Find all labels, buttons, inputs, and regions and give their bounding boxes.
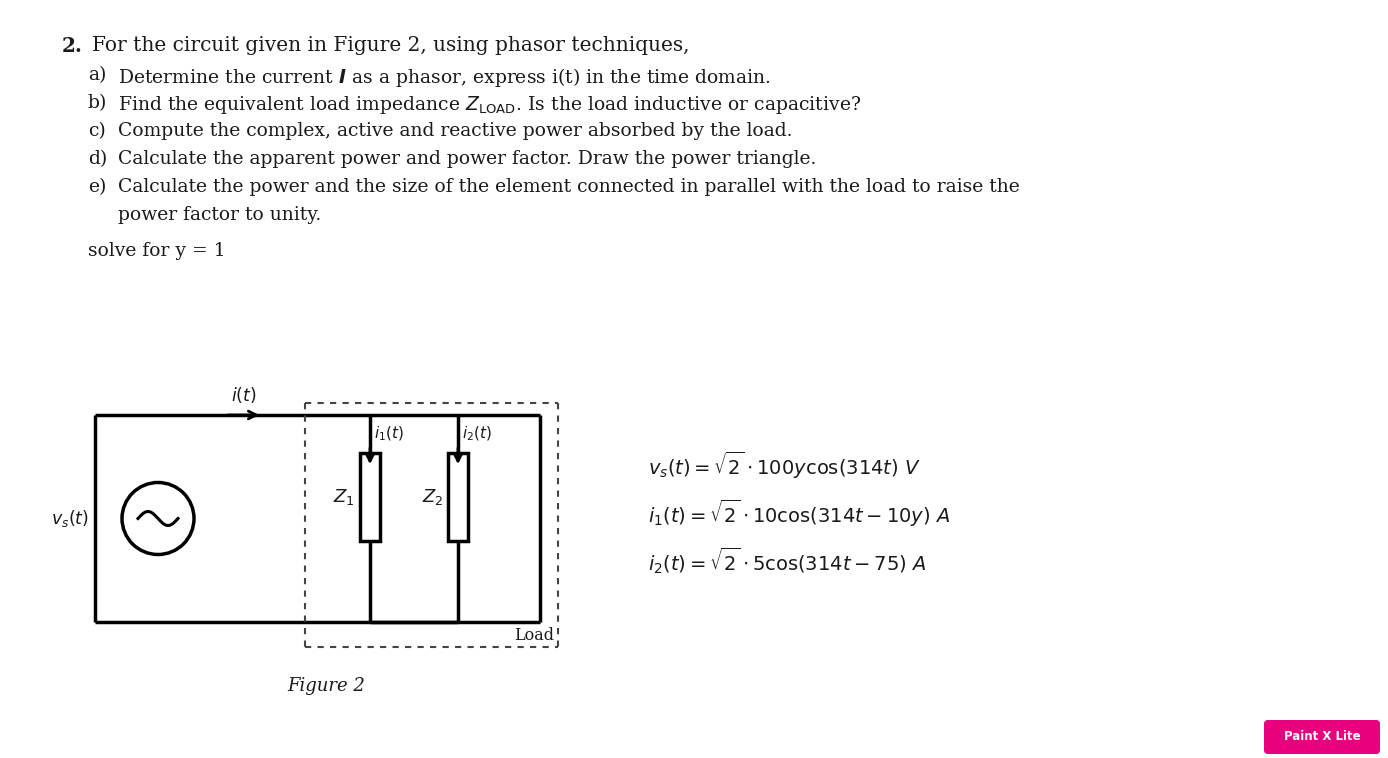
Text: For the circuit given in Figure 2, using phasor techniques,: For the circuit given in Figure 2, using… (92, 36, 690, 55)
Text: a): a) (87, 66, 107, 84)
Text: power factor to unity.: power factor to unity. (118, 206, 321, 224)
Text: c): c) (87, 122, 105, 140)
Text: Calculate the apparent power and power factor. Draw the power triangle.: Calculate the apparent power and power f… (118, 150, 816, 168)
Text: Paint X Lite: Paint X Lite (1284, 731, 1360, 744)
Text: Load: Load (514, 627, 554, 644)
Text: $i_2(t) = \sqrt{2}\cdot 5\cos(314t - 75)\ A$: $i_2(t) = \sqrt{2}\cdot 5\cos(314t - 75)… (648, 546, 926, 577)
Bar (448, 453, 468, 541)
Text: $i_1(t) = \sqrt{2}\cdot 10\cos(314t - 10y)\ A$: $i_1(t) = \sqrt{2}\cdot 10\cos(314t - 10… (648, 498, 951, 529)
FancyBboxPatch shape (1264, 720, 1380, 754)
Text: $Z_1$: $Z_1$ (333, 487, 355, 507)
Bar (359, 453, 380, 541)
Text: d): d) (87, 150, 107, 168)
Text: 2.: 2. (62, 36, 83, 56)
Text: $i_2(t)$: $i_2(t)$ (462, 424, 491, 443)
Text: $v_s(t) = \sqrt{2}\cdot 100y\cos(314t)\ V$: $v_s(t) = \sqrt{2}\cdot 100y\cos(314t)\ … (648, 450, 922, 481)
Text: Find the equivalent load impedance $Z_{\mathrm{LOAD}}$. Is the load inductive or: Find the equivalent load impedance $Z_{\… (118, 94, 862, 116)
Text: $Z_2$: $Z_2$ (422, 487, 443, 507)
Text: solve for y = 1: solve for y = 1 (87, 242, 226, 260)
Text: $i_1(t)$: $i_1(t)$ (373, 424, 404, 443)
Text: b): b) (87, 94, 107, 112)
Text: e): e) (87, 178, 107, 196)
Text: $v_s(t)$: $v_s(t)$ (51, 508, 89, 529)
Text: Figure 2: Figure 2 (287, 677, 365, 695)
Text: $i(t)$: $i(t)$ (230, 385, 257, 405)
Text: Determine the current $\boldsymbol{I}$ as a phasor, express i(t) in the time dom: Determine the current $\boldsymbol{I}$ a… (118, 66, 770, 89)
Text: Calculate the power and the size of the element connected in parallel with the l: Calculate the power and the size of the … (118, 178, 1020, 196)
Text: Compute the complex, active and reactive power absorbed by the load.: Compute the complex, active and reactive… (118, 122, 793, 140)
